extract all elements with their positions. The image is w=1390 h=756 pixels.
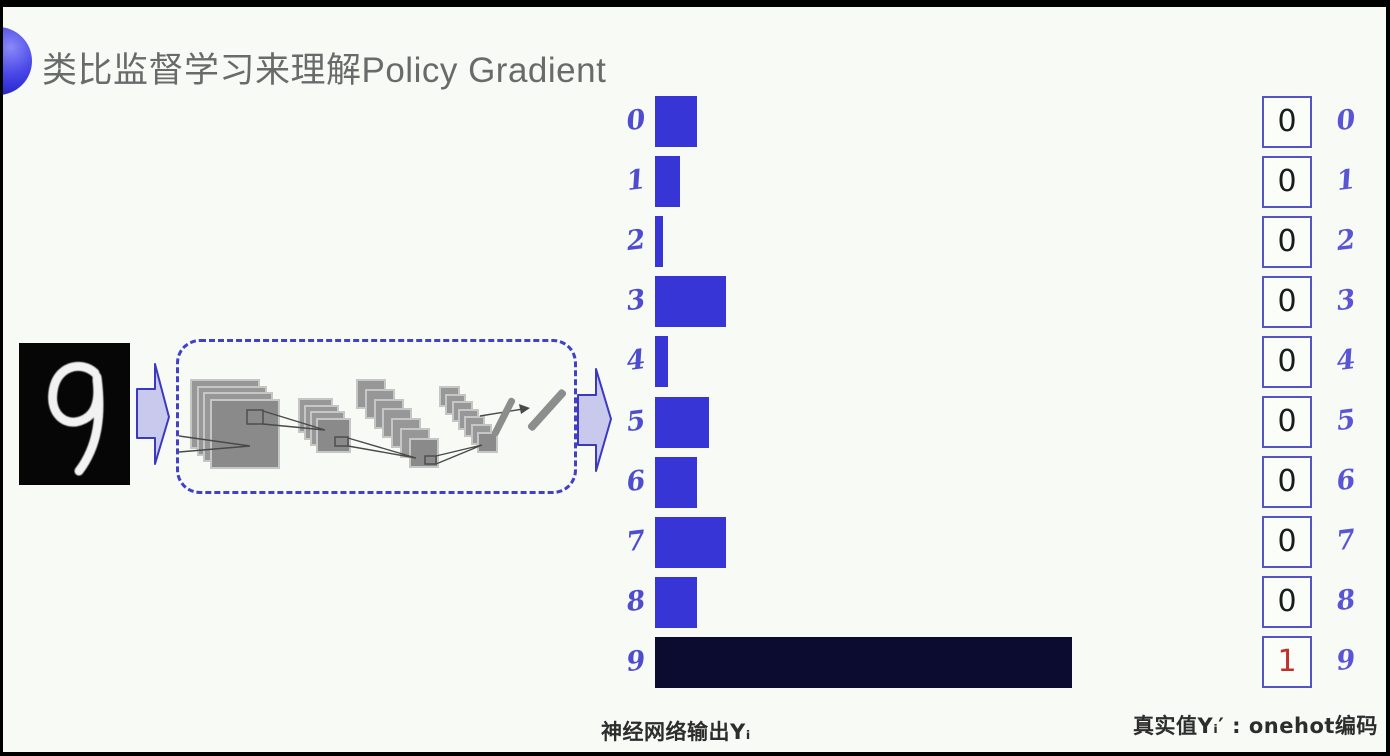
onehot-value: 0	[1277, 584, 1297, 620]
onehot-value: 0	[1277, 404, 1297, 439]
onehot-tick-label: 6	[1334, 464, 1358, 498]
onehot-value: 0	[1277, 283, 1297, 319]
onehot-tick-label: 2	[1334, 223, 1358, 257]
block-arrow-right-icon	[577, 368, 612, 472]
onehot-box: 0	[1262, 155, 1312, 208]
conv-layer	[209, 398, 280, 469]
cnn-layers-diagram	[176, 339, 577, 494]
onehot-box: 1	[1262, 636, 1312, 689]
cnn-connection-lines	[179, 404, 530, 465]
onehot-box: 0	[1262, 516, 1312, 569]
output-bar	[655, 576, 697, 628]
onehot-tick-label: 7	[1334, 524, 1358, 558]
bar-tick-label: 2	[624, 224, 648, 258]
output-bar	[655, 156, 680, 208]
bar-tick-label: 7	[624, 524, 648, 558]
bar-tick-label: 1	[624, 164, 648, 198]
onehot-box: 0	[1262, 456, 1312, 509]
onehot-tick-label: 9	[1334, 644, 1358, 678]
onehot-value: 0	[1277, 464, 1297, 500]
output-bar	[655, 96, 697, 147]
mnist-digit-image	[19, 343, 130, 485]
frame-edge	[1386, 0, 1390, 756]
onehot-tick-label: 0	[1334, 103, 1358, 137]
output-bar	[655, 516, 726, 568]
onehot-value: 0	[1277, 524, 1297, 560]
bar-tick-label: 9	[624, 644, 648, 678]
network-output-caption: 神经网络输出Yᵢ	[601, 720, 751, 744]
onehot-tick-label: 1	[1334, 163, 1358, 197]
bar-tick-label: 5	[624, 404, 648, 438]
sphere-icon	[0, 27, 32, 95]
output-bar	[655, 276, 726, 328]
conv-layer	[408, 437, 439, 468]
output-bar	[655, 396, 709, 448]
true-value-caption: 真实值Yᵢ′ : onehot编码	[1133, 714, 1378, 738]
onehot-value: 0	[1277, 163, 1297, 199]
onehot-tick-label: 4	[1334, 343, 1358, 377]
onehot-tick-label: 8	[1334, 584, 1358, 618]
page-title: 类比监督学习来理解Policy Gradient	[42, 51, 607, 90]
onehot-value: 1	[1277, 644, 1297, 680]
onehot-box: 0	[1262, 95, 1312, 148]
onehot-box: 0	[1262, 576, 1312, 629]
conv-layer	[476, 431, 498, 453]
frame-edge	[0, 752, 1390, 756]
bar-tick-label: 0	[624, 103, 648, 138]
arrowhead-icon	[519, 404, 530, 414]
onehot-tick-label: 3	[1334, 283, 1358, 317]
frame-edge	[0, 0, 3, 756]
frame-edge	[0, 0, 1390, 7]
handwritten-9-glyph	[48, 361, 104, 476]
onehot-box: 0	[1262, 396, 1312, 448]
onehot-tick-label: 5	[1334, 403, 1358, 438]
output-bar	[655, 216, 663, 268]
output-bar	[655, 336, 668, 388]
bar-tick-label: 4	[624, 344, 648, 378]
onehot-value: 0	[1277, 343, 1297, 379]
onehot-value: 0	[1277, 223, 1297, 259]
onehot-box: 0	[1262, 215, 1312, 268]
onehot-box: 0	[1262, 275, 1312, 328]
output-bar	[655, 636, 1072, 688]
onehot-box: 0	[1262, 335, 1312, 388]
block-arrow-right-icon	[136, 363, 170, 465]
bar-tick-label: 3	[624, 284, 648, 318]
bar-tick-label: 8	[624, 584, 648, 618]
output-bar	[655, 456, 697, 508]
onehot-value: 0	[1277, 103, 1297, 139]
bar-tick-label: 6	[624, 464, 648, 498]
